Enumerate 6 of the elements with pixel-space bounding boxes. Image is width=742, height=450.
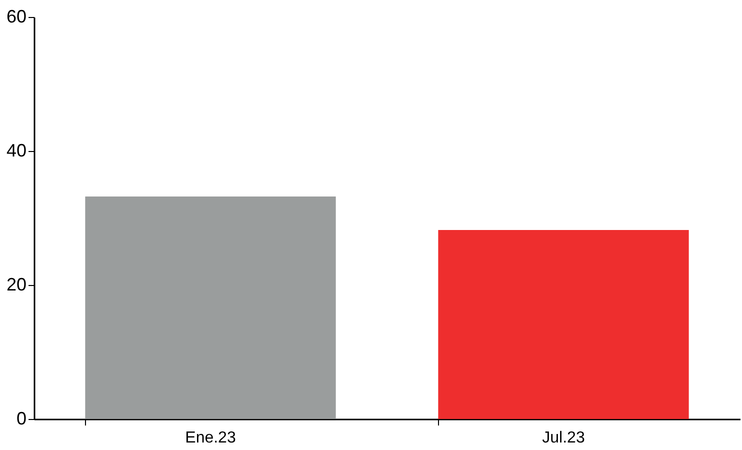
y-tick-label: 0 <box>16 408 26 428</box>
y-tick-label: 60 <box>6 6 26 26</box>
x-tick-label: Ene.23 <box>185 430 236 446</box>
y-tick-label: 20 <box>6 274 26 294</box>
y-tick-label: 40 <box>6 140 26 160</box>
x-tick-label: Jul.23 <box>542 430 585 446</box>
